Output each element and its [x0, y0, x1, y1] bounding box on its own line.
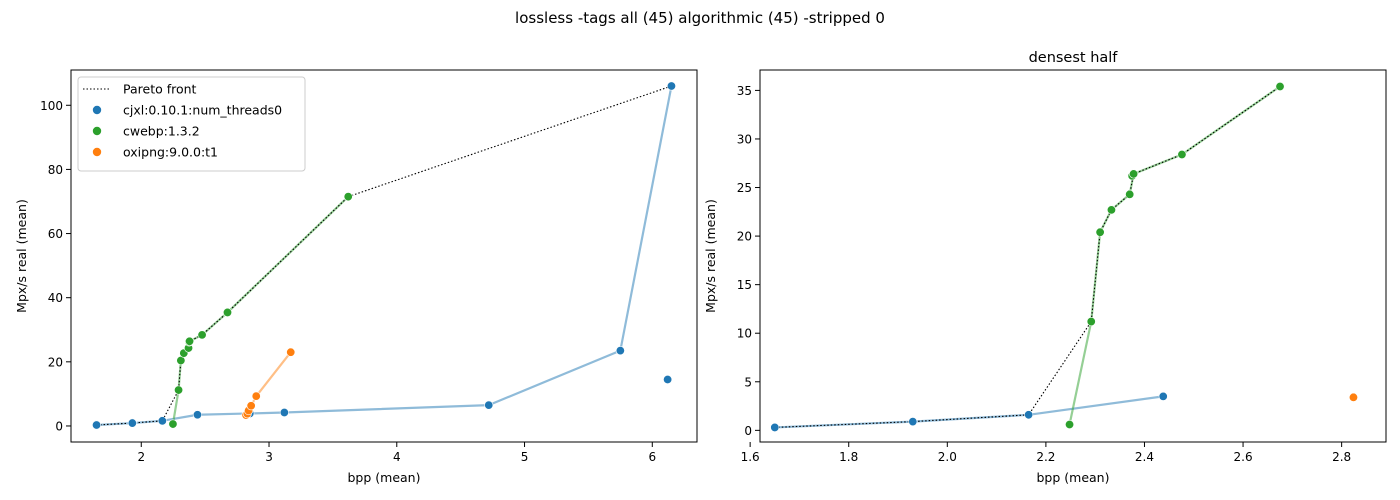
point-cwebp-1-3-2-1 [174, 385, 184, 395]
y-tick-label: 15 [737, 278, 752, 292]
legend: Pareto front cjxl:0.10.1:num_threads0cweb… [77, 76, 306, 172]
y-tick-label: 0 [744, 424, 752, 438]
series-line-cwebp-1-3-2 [1068, 85, 1281, 425]
x-tick-label: 2.0 [938, 450, 957, 464]
point-cwebp-1-3-2-0 [1065, 420, 1075, 430]
y-tick-label: 10 [737, 327, 752, 341]
x-tick-label: 2.4 [1135, 450, 1154, 464]
x-tick-label: 2.2 [1036, 450, 1055, 464]
y-tick-label: 60 [48, 227, 63, 241]
point-cwebp-1-3-2-2 [1095, 227, 1105, 237]
point-oxipng-9-0-0-t1-5 [286, 347, 296, 357]
point-oxipng-9-0-0-t1-4 [251, 391, 261, 401]
y-tick-label: 30 [737, 132, 752, 146]
x-tick-label: 2.8 [1332, 450, 1351, 464]
point-cjxl-0-10-1-num-threads0-3 [192, 410, 202, 420]
point-cjxl-0-10-1-num-threads0-6 [484, 400, 494, 410]
y-tick-label: 5 [744, 375, 752, 389]
right-chart: densest half 1.6 1.8 2.0 2.2 2.4 2.6 2.8 0 5 10 15 2… [703, 50, 1387, 485]
point-cwebp-1-3-2-8 [223, 307, 233, 317]
point-oxipng-9-0-0-t1-3 [246, 401, 256, 411]
y-tick-label: 25 [737, 181, 752, 195]
point-cjxl-0-10-1-num-threads0-0 [92, 420, 102, 430]
legend-entry-pareto-front: Pareto front [123, 82, 197, 97]
point-cwebp-1-3-2-1 [1086, 317, 1096, 327]
x-tick-label: 1.6 [741, 450, 760, 464]
point-cjxl-0-10-1-num-threads0-1 [127, 418, 137, 428]
pareto-front-line [96, 85, 672, 426]
x-tick-label: 2.6 [1234, 450, 1253, 464]
x-tick-label: 3 [265, 450, 273, 464]
point-cjxl-0-10-1-num-threads0-3 [1158, 391, 1168, 401]
point-cwebp-1-3-2-7 [197, 330, 207, 340]
point-cjxl-0-10-1-num-threads0-9 [666, 81, 676, 91]
legend-box [77, 76, 306, 172]
point-cwebp-1-3-2-7 [1177, 150, 1187, 160]
point-cwebp-1-3-2-4 [1125, 189, 1135, 199]
y-tick-label: 80 [48, 163, 63, 177]
x-axis-label: bpp (mean) [1037, 470, 1110, 485]
point-cwebp-1-3-2-8 [1275, 82, 1285, 92]
x-tick-label: 1.8 [839, 450, 858, 464]
y-axis-label: Mpx/s real (mean) [703, 199, 718, 313]
point-cjxl-0-10-1-num-threads0-2 [157, 416, 167, 426]
point-cjxl-0-10-1-num-threads0-1 [908, 417, 918, 427]
legend-entry-oxipng-9-0-0-t1: oxipng:9.0.0:t1 [123, 145, 218, 160]
point-cwebp-1-3-2-6 [185, 336, 195, 346]
y-tick-label: 20 [737, 230, 752, 244]
y-tick-label: 100 [40, 99, 63, 113]
legend-entry-cjxl-0-10-1-num-threads0: cjxl:0.10.1:num_threads0 [123, 103, 282, 118]
point-cwebp-1-3-2-6 [1129, 169, 1139, 179]
point-cjxl-0-10-1-num-threads0-2 [1024, 410, 1034, 420]
point-cjxl-0-10-1-num-threads0-8 [663, 374, 673, 384]
x-tick-label: 5 [521, 450, 529, 464]
point-cwebp-1-3-2-3 [1106, 205, 1116, 215]
x-tick-label: 6 [648, 450, 656, 464]
point-cjxl-0-10-1-num-threads0-7 [615, 346, 625, 356]
point-oxipng-9-0-0-t1-0 [1348, 392, 1358, 402]
x-tick-label: 2 [137, 450, 145, 464]
plot-frame [759, 69, 1387, 443]
figure-suptitle: lossless -tags all (45) algorithmic (45)… [515, 9, 885, 27]
legend-marker-cjxl-0-10-1-num-threads0 [92, 105, 102, 115]
y-tick-label: 0 [55, 419, 63, 433]
y-tick-label: 40 [48, 291, 63, 305]
pareto-front-line [774, 86, 1281, 428]
y-tick-label: 35 [737, 84, 752, 98]
chart-title: densest half [1029, 50, 1119, 66]
plot-frame [70, 69, 698, 443]
point-cwebp-1-3-2-9 [343, 192, 353, 202]
series-line-cjxl-0-10-1-num-threads0 [774, 395, 1164, 429]
y-tick-label: 20 [48, 355, 63, 369]
point-cwebp-1-3-2-0 [168, 419, 178, 429]
x-tick-label: 4 [393, 450, 401, 464]
point-cjxl-0-10-1-num-threads0-5 [279, 407, 289, 417]
point-cjxl-0-10-1-num-threads0-0 [770, 422, 780, 432]
legend-entry-cwebp-1-3-2: cwebp:1.3.2 [123, 124, 200, 139]
legend-marker-oxipng-9-0-0-t1 [92, 147, 102, 157]
x-axis-label: bpp (mean) [348, 470, 421, 485]
legend-marker-cwebp-1-3-2 [92, 126, 102, 136]
y-axis-label: Mpx/s real (mean) [14, 199, 29, 313]
